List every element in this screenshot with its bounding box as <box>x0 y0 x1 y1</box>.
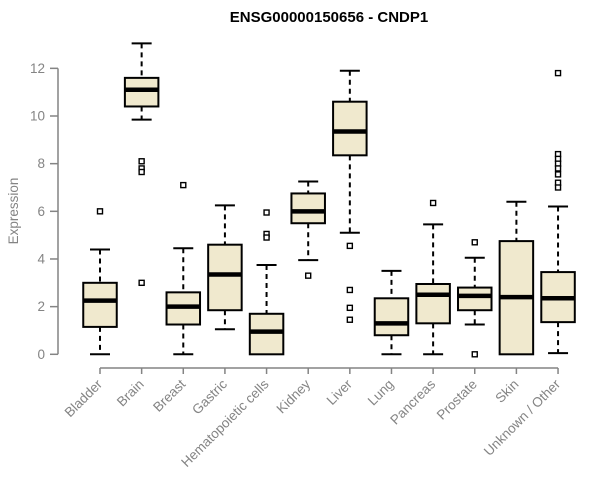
boxplot-pancreas <box>415 199 451 356</box>
iqr-box <box>248 312 285 356</box>
x-tick-label-lung: Lung <box>365 377 397 409</box>
y-axis: 0 2 4 6 8 10 12 <box>30 61 59 362</box>
outlier-point <box>346 242 354 250</box>
iqr-box <box>373 297 410 337</box>
x-tick-label-breast: Breast <box>150 376 188 414</box>
y-tick-label: 12 <box>30 61 45 76</box>
outlier-point <box>554 69 562 77</box>
outlier-point <box>554 171 562 178</box>
x-tick-label-brain: Brain <box>114 377 147 410</box>
iqr-box <box>82 281 118 328</box>
outlier-point <box>96 208 104 215</box>
x-tick-label-gastric: Gastric <box>189 376 230 417</box>
boxplot-brain <box>123 42 160 287</box>
outlier-point <box>305 272 312 279</box>
outlier-point <box>138 158 145 165</box>
outlier-point <box>138 279 145 287</box>
x-tick-label-prostate: Prostate <box>434 377 480 423</box>
outlier-point <box>346 304 354 312</box>
chart-title: ENSG00000150656 - CNDP1 <box>230 9 428 26</box>
x-tick-label-kidney: Kidney <box>274 376 314 416</box>
outlier-point <box>180 181 187 189</box>
boxplot-lung <box>373 269 410 356</box>
boxplot-prostate <box>457 239 493 358</box>
outlier-point <box>346 286 354 294</box>
iqr-box <box>207 243 243 312</box>
iqr-box <box>123 76 160 108</box>
x-tick-label-pancreas: Pancreas <box>387 376 438 427</box>
outlier-point <box>471 239 478 246</box>
boxplot-series <box>82 42 576 358</box>
iqr-box <box>415 283 451 325</box>
outlier-point <box>554 184 562 191</box>
y-axis-label: Expression <box>6 178 21 245</box>
x-tick-label-unknown-other: Unknown / Other <box>481 376 564 459</box>
iqr-box <box>457 286 493 312</box>
y-tick-label: 10 <box>30 109 45 124</box>
outlier-point <box>429 199 437 207</box>
x-tick-label-bladder: Bladder <box>62 376 106 420</box>
outlier-point <box>263 234 270 241</box>
outlier-point <box>554 165 562 172</box>
boxplot-hematopoietic-cells <box>248 209 285 356</box>
boxplot-skin <box>498 200 535 356</box>
outlier-point <box>263 209 270 216</box>
x-tick-label-liver: Liver <box>324 376 356 408</box>
boxplot-unknown-other <box>540 69 576 355</box>
y-tick-label: 8 <box>37 156 45 171</box>
iqr-box <box>332 100 368 157</box>
boxplot-liver <box>332 69 368 323</box>
x-tick-label-skin: Skin <box>492 377 521 406</box>
outlier-point <box>346 316 354 323</box>
outlier-point <box>138 168 145 176</box>
boxplot-gastric <box>207 204 243 331</box>
boxplot-breast <box>165 181 202 356</box>
boxplot-kidney <box>290 180 326 279</box>
y-tick-label: 0 <box>37 347 45 362</box>
outlier-point <box>471 351 478 358</box>
boxplot-bladder <box>82 208 118 356</box>
iqr-box <box>290 192 326 225</box>
y-tick-label: 2 <box>37 299 45 314</box>
y-tick-label: 4 <box>37 251 45 266</box>
y-tick-label: 6 <box>37 204 45 219</box>
